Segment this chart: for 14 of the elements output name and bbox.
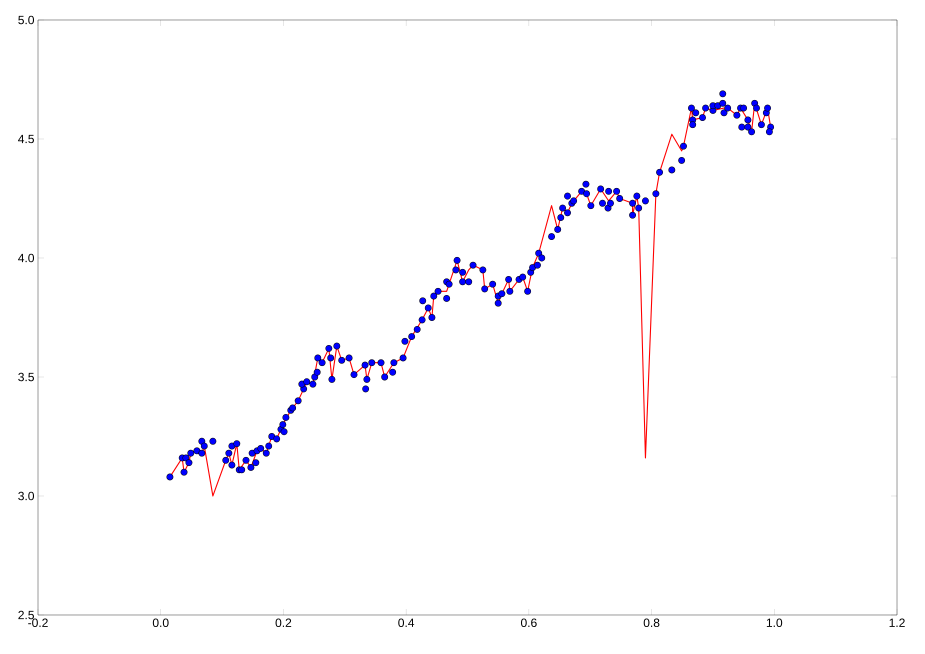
x-tick-label: 0.6 (520, 618, 537, 628)
x-tick-label: 1.2 (890, 618, 905, 627)
x-tick-label: 0.0 (152, 618, 169, 628)
x-tick-label: 0.8 (644, 618, 660, 628)
y-tick-label: 4.5 (18, 134, 34, 144)
y-tick-label: 3.5 (18, 372, 34, 382)
y-tick-label: 5.0 (18, 16, 34, 24)
y-tick-label: 3.0 (18, 492, 34, 500)
y-tick-label: 2.5 (18, 610, 34, 620)
x-tick-label: 1.0 (766, 618, 782, 628)
x-tick-label: 0.4 (398, 618, 414, 628)
x-tick-label: -0.2 (28, 618, 48, 628)
x-tick-label: 0.2 (276, 618, 292, 628)
y-tick-label: 4.0 (18, 254, 34, 262)
